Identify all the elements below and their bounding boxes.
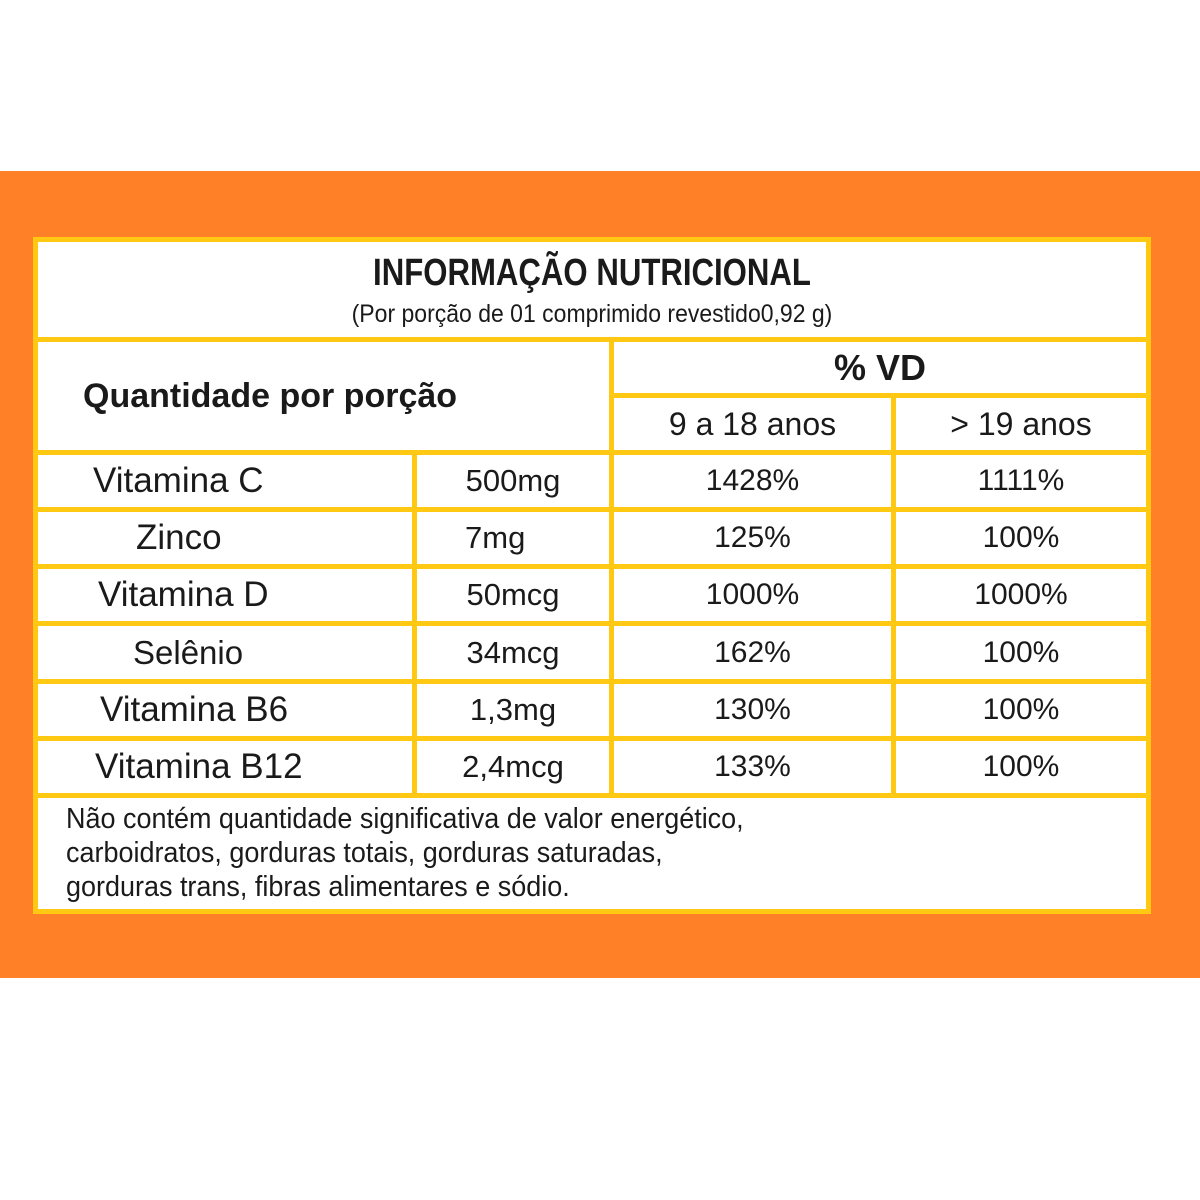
nutrient-name-selenium: Selênio: [133, 633, 244, 671]
nutrient-name-vitamin-b6: Vitamina B6: [100, 690, 289, 729]
grid-line: [611, 393, 1146, 398]
quantity-per-serving-label: Quantidade por porção: [83, 376, 458, 415]
nutrient-name-vitamin-c: Vitamina C: [93, 461, 264, 500]
vd-value-9-18: 1428%: [705, 464, 800, 497]
grid-line: [38, 337, 1146, 342]
grid-line: [38, 736, 1146, 741]
grid-line: [609, 337, 614, 798]
footnote-line: carboidratos, gorduras totais, gorduras …: [66, 837, 663, 869]
daily-value-label: % VD: [833, 346, 927, 388]
footnote-line: gorduras trans, fibras alimentares e sód…: [66, 871, 570, 903]
nutrient-amount: 500mg: [465, 463, 561, 498]
vd-value-19-plus: 100%: [982, 693, 1060, 726]
vd-value-9-18: 1000%: [705, 578, 800, 611]
grid-line: [891, 393, 896, 798]
footnote-line: Não contém quantidade significativa de v…: [66, 803, 744, 835]
vd-value-19-plus: 1111%: [977, 464, 1065, 497]
nutrient-amount: 1,3mg: [469, 692, 557, 727]
nutrient-amount: 34mcg: [466, 634, 560, 670]
nutrient-name-zinc: Zinco: [136, 518, 222, 557]
vd-value-19-plus: 1000%: [974, 578, 1068, 611]
nutrient-name-vitamin-d: Vitamina D: [98, 575, 269, 614]
nutrient-name-vitamin-b12: Vitamina B12: [95, 747, 303, 786]
nutrition-facts-table: INFORMAÇÃO NUTRICIONAL (Por porção de 01…: [33, 237, 1151, 914]
vd-value-19-plus: 100%: [982, 635, 1060, 669]
quantity-per-serving-header: Quantidade por porção: [38, 342, 609, 450]
nutrient-amount: 7mg: [465, 520, 526, 555]
grid-line: [412, 450, 417, 798]
grid-line: [38, 621, 1146, 626]
vd-value-9-18: 125%: [714, 521, 791, 554]
grid-line: [38, 450, 1146, 455]
serving-size-subtitle: (Por porção de 01 comprimido revestido0,…: [351, 300, 833, 328]
age-group-header-19-plus: > 19 anos: [950, 405, 1092, 442]
grid-line: [38, 793, 1146, 798]
nutrient-amount: 50mcg: [466, 577, 560, 612]
footnote: Não contém quantidade significativa de v…: [66, 802, 1052, 904]
grid-line: [38, 507, 1146, 512]
age-group-header-9-18: 9 a 18 anos: [668, 405, 837, 442]
daily-value-header: % VD: [614, 342, 1146, 393]
vd-value-9-18: 130%: [714, 693, 791, 726]
vd-value-19-plus: 100%: [982, 750, 1060, 783]
grid-line: [38, 679, 1146, 684]
vd-value-19-plus: 100%: [982, 521, 1060, 554]
vd-value-9-18: 162%: [714, 635, 791, 669]
vd-value-9-18: 133%: [714, 750, 791, 783]
table-title: INFORMAÇÃO NUTRICIONAL: [373, 252, 811, 294]
grid-line: [38, 564, 1146, 569]
nutrient-amount: 2,4mcg: [462, 749, 564, 784]
